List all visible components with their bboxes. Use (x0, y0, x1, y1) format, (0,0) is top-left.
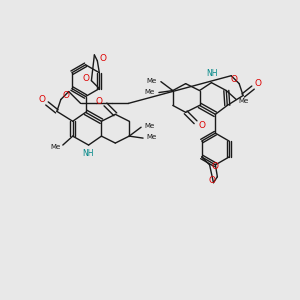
Text: O: O (254, 79, 262, 88)
Text: NH: NH (207, 69, 218, 78)
Text: O: O (38, 95, 46, 104)
Text: Me: Me (147, 134, 157, 140)
Text: O: O (211, 162, 218, 171)
Text: NH: NH (82, 149, 93, 158)
Text: O: O (209, 176, 216, 185)
Text: Me: Me (147, 78, 157, 84)
Text: Me: Me (145, 88, 155, 94)
Text: O: O (100, 54, 107, 63)
Text: Me: Me (51, 144, 61, 150)
Text: O: O (62, 91, 69, 100)
Text: Me: Me (238, 98, 248, 104)
Text: O: O (231, 75, 238, 84)
Text: O: O (96, 97, 103, 106)
Text: Me: Me (145, 123, 155, 129)
Text: O: O (83, 74, 90, 83)
Text: O: O (198, 121, 205, 130)
